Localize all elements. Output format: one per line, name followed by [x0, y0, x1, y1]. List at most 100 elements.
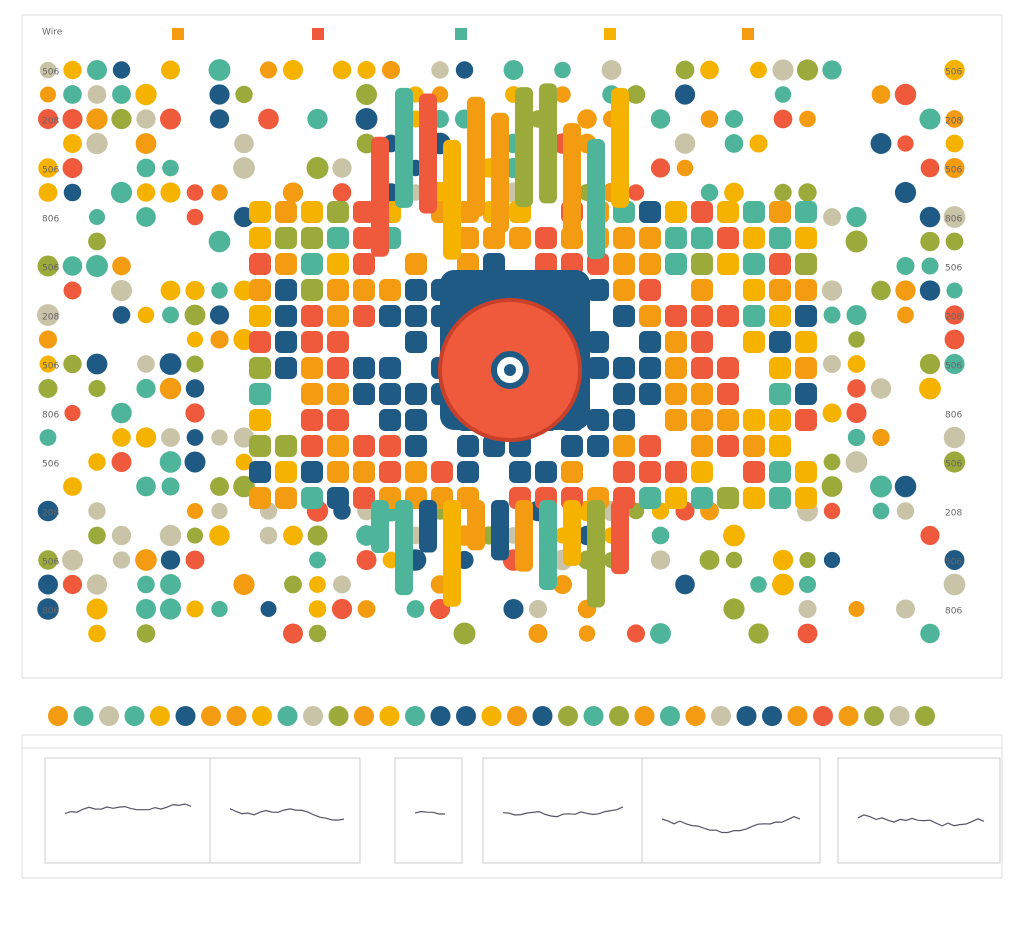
dot — [848, 331, 865, 348]
dot — [307, 525, 328, 546]
dot — [332, 60, 352, 80]
row-label: 806 — [42, 215, 59, 225]
cell — [301, 461, 323, 483]
cell — [665, 357, 687, 379]
dot — [160, 550, 181, 570]
cell — [691, 357, 713, 379]
dot — [456, 706, 476, 726]
cell — [795, 383, 817, 405]
cell — [691, 253, 713, 275]
cell — [405, 305, 427, 327]
dot — [748, 623, 769, 644]
cell — [587, 357, 609, 379]
cell — [353, 253, 375, 275]
dot — [137, 306, 155, 324]
cell — [249, 383, 271, 405]
dot — [650, 158, 671, 178]
dot — [674, 133, 696, 154]
dot — [897, 135, 914, 152]
dot — [897, 306, 914, 324]
cell — [275, 435, 297, 457]
dot — [724, 134, 744, 153]
dot — [503, 598, 524, 620]
dot — [62, 158, 83, 178]
dot — [627, 184, 645, 201]
dot — [838, 706, 859, 726]
cell — [249, 305, 271, 327]
cell — [327, 331, 349, 353]
dot — [38, 183, 58, 202]
dot — [88, 379, 106, 398]
cell — [483, 253, 505, 275]
cell — [613, 305, 635, 327]
dot — [943, 206, 966, 228]
dot — [209, 84, 230, 105]
mini-line — [502, 806, 624, 818]
cell — [379, 435, 401, 457]
dot — [796, 59, 819, 81]
dot — [787, 706, 808, 726]
dot — [799, 551, 816, 569]
bar — [371, 500, 389, 554]
dot — [846, 402, 867, 424]
legend-swatch — [172, 28, 184, 40]
cell — [795, 253, 817, 275]
cell — [301, 409, 323, 431]
dot — [870, 133, 892, 154]
dot — [823, 453, 841, 471]
cell — [275, 357, 297, 379]
dot — [99, 706, 119, 726]
cell — [587, 409, 609, 431]
dot — [406, 600, 425, 618]
dot — [308, 600, 327, 618]
dot — [160, 280, 181, 301]
cell — [743, 279, 765, 301]
dot — [723, 598, 745, 620]
title: Wire — [42, 28, 63, 38]
cell — [249, 227, 271, 249]
dot — [135, 549, 157, 571]
dot — [186, 331, 204, 348]
dot — [355, 108, 378, 130]
cell — [691, 435, 713, 457]
cell — [327, 487, 349, 509]
dot — [210, 330, 229, 349]
dot — [723, 524, 745, 547]
dot — [455, 61, 474, 79]
cell — [795, 201, 817, 223]
dot — [532, 706, 553, 726]
dot — [797, 623, 818, 644]
dot — [234, 133, 254, 154]
row-label: 506 — [945, 460, 962, 470]
cell — [691, 331, 713, 353]
row-label: 208 — [42, 313, 59, 323]
dot — [86, 598, 108, 620]
mini-chart — [837, 757, 1001, 864]
cell — [665, 201, 687, 223]
dot — [798, 575, 817, 594]
bar — [563, 500, 581, 566]
dot — [260, 600, 277, 618]
cell — [301, 357, 323, 379]
dot — [676, 159, 694, 177]
dot — [381, 60, 401, 80]
dot — [209, 525, 230, 546]
dot — [63, 281, 82, 300]
cell — [639, 487, 661, 509]
dot — [37, 255, 59, 277]
dot — [252, 706, 272, 726]
dot — [159, 524, 182, 547]
cell — [561, 435, 583, 457]
cell — [457, 461, 479, 483]
dot — [309, 576, 326, 593]
dot — [184, 451, 206, 473]
dot — [62, 549, 83, 571]
dot — [111, 108, 132, 130]
bar — [491, 500, 509, 561]
cell — [405, 409, 427, 431]
dot — [601, 60, 622, 80]
dot — [209, 305, 230, 325]
dot — [762, 706, 782, 726]
cell — [327, 279, 349, 301]
cell — [665, 331, 687, 353]
